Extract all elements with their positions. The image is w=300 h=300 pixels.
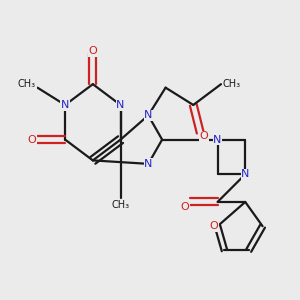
Text: N: N (61, 100, 69, 110)
Text: CH₃: CH₃ (112, 200, 130, 210)
Text: N: N (144, 159, 152, 169)
Text: O: O (199, 131, 208, 141)
Text: O: O (88, 46, 97, 56)
Text: CH₃: CH₃ (18, 79, 36, 89)
Text: N: N (241, 169, 249, 179)
Text: O: O (180, 202, 189, 212)
Text: N: N (144, 110, 152, 120)
Text: CH₃: CH₃ (222, 79, 241, 89)
Text: N: N (213, 135, 222, 145)
Text: O: O (28, 135, 37, 145)
Text: N: N (116, 100, 125, 110)
Text: O: O (210, 221, 218, 231)
